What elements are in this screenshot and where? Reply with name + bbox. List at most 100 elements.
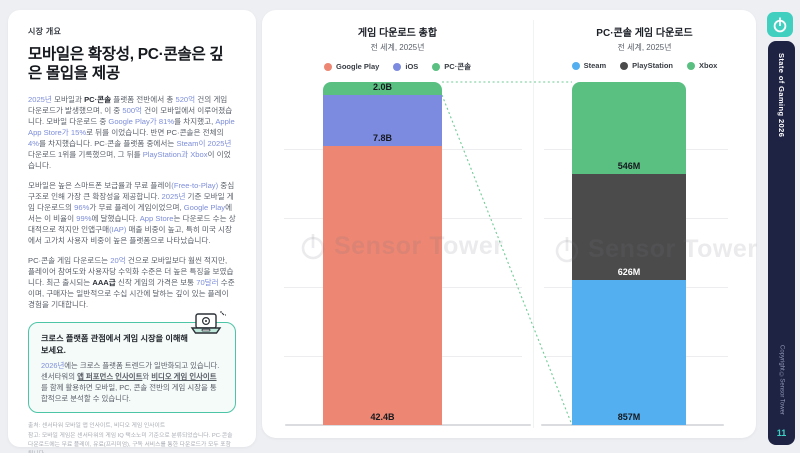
chart-header-pc-console: PC·콘솔 게임 다운로드 전 세계, 2025년 Steam PlayStati… [533,24,756,70]
bar-value-label: 2.0B [372,82,392,93]
segment-connector-lines [441,81,573,426]
text-segment: (Free-to-Play) [171,180,219,190]
text-segment: Apple App Store가 15% [28,116,235,137]
bar-value-label: 857M [617,411,641,422]
legend-label: PlayStation [632,61,673,70]
laptop-icon [187,310,227,339]
page-title: 모바일은 확장성, PC·콘솔은 깊은 몰입을 제공 [28,46,224,83]
text-segment: 2026년 [41,360,65,370]
text-segment: Google Play [183,202,226,212]
paragraph-mobile: 모바일은 높은 스마트폰 보급률과 무료 플레이(Free-to-Play) 중… [28,180,236,246]
chart-title-pc-console: PC·콘솔 게임 다운로드 [596,28,693,39]
legend-item: Steam [571,61,607,70]
text-segment: 모바일은 높은 스마트폰 보급률과 무료 플레이 [28,180,172,190]
bar-segment-ios: 7.8B [323,95,442,147]
bar-segment-playstation: 626M [572,174,686,281]
text-segment: 와 [142,371,152,381]
text-segment: (IAP) [109,224,127,234]
chart-title-total: 게임 다운로드 총합 [357,28,438,39]
chart-panel-divider [533,20,534,428]
stacked-bar-total-downloads: 2.0B 7.8B 42.4B [323,82,442,425]
text-segment: 99% [76,213,92,223]
bar-segment-steam: 857M [572,280,686,425]
legend-item: PlayStation [620,61,673,70]
legend-label: Xbox [699,61,718,70]
text-segment: 96% [74,202,90,212]
text-segment: 중심 구조로 인해 가장 큰 확장성을 제공합니다. [28,180,235,201]
text-segment: 건의 게임 다운로드가 발생했으며, 이 중 [28,94,228,115]
chart-subtitle-pc-console: 전 세계, 2025년 [617,43,672,52]
bar-value-label: 7.8B [372,133,392,144]
legend-dot-icon [324,62,332,71]
legend-dot-icon [393,62,402,71]
legend-label: Google Play [336,62,380,71]
paragraph-pc-console: PC·콘솔 게임 다운로드는 20억 건으로 모바일보다 훨씬 적지만, 플레이… [28,255,236,310]
x-axis-pc-console [541,424,724,426]
text-segment: 이 이었습니다. [28,149,231,170]
charts-card: 게임 다운로드 총합 전 세계, 2025년 Google Play iOS PC·… [262,10,757,438]
footnotes: 출처: 센서타워 모바일 앱 인사이트, 비디오 게임 인사이트 참고: 모바일… [28,422,236,453]
sidebar-text-card: 시장 개요 모바일은 확장성, PC·콘솔은 깊은 몰입을 제공 2025년 모… [8,10,256,453]
chart-subtitle-total: 전 세계, 2025년 [370,43,425,52]
text-segment: 에 달했습니다. [91,213,140,223]
legend-dot-icon [687,61,695,70]
callout-title: 크로스 플랫폼 관점에서 게임 시장을 이해해 보세요. [41,333,188,355]
legend-pc-console: Steam PlayStation Xbox [533,61,756,70]
sensor-tower-logo-icon [767,12,793,37]
section-eyebrow: 시장 개요 [28,27,62,36]
legend-label: iOS [405,62,419,71]
text-segment: 로 뒤를 이었습니다. 반면 PC·콘솔은 전체의 [86,127,224,137]
page-number: 11 [776,428,787,438]
legend-label: Steam [583,61,607,70]
text-segment: 다운로드 1위를 기록했으며, 그 뒤를 [28,149,143,159]
text-segment: 기준 모바일 게임 다운로드의 [28,191,234,212]
legend-item: Xbox [687,61,717,70]
text-segment: 매출 비중이 높고, 특히 미국 시장에서 고가치 사용자 비중이 높은 플랫폼… [28,224,232,245]
legend-item: iOS [393,61,418,72]
text-segment: 2025년 [28,94,52,104]
legend-dot-icon [432,62,441,71]
bar-segment-google-play: 42.4B [323,146,442,425]
text-segment: PC·콘솔 [84,94,112,104]
text-segment: PlayStation과 Xbox [142,149,208,159]
text-segment: Steam이 2025년 [176,138,232,148]
text-segment: 는 다운로드 수는 상대적으로 적지만 인앱구매 [28,213,236,234]
chart-header-total: 게임 다운로드 총합 전 세계, 2025년 Google Play iOS PC·… [262,24,533,72]
bar-value-label: 626M [617,267,641,278]
text-segment: 신작 게임의 가격은 보통 [115,277,197,287]
bar-value-label: 546M [617,161,641,172]
text-segment: 2025년 [161,191,186,201]
text-segment: 520억 [175,94,196,104]
footnote-note: 참고: 모바일 게임은 센서타워의 게임 IQ 택소노미 기준으로 분류되었습니… [28,432,233,453]
x-axis-total [285,424,531,426]
text-segment: 에서는 이 비율이 [28,202,233,223]
text-segment: 에는 크로스 플랫폼 트렌드가 일반화되고 있습니다. 센서타워의 [41,360,220,381]
legend-dot-icon [571,61,580,70]
stacked-bar-pc-console-downloads: 546M 626M 857M [572,82,686,425]
text-segment: AAA급 [92,277,116,287]
text-segment: 플랫폼 전반에서 총 [111,94,176,104]
inline-link[interactable]: 앱 퍼포먼스 인사이트 [77,371,143,381]
text-segment: 500억 [122,105,143,115]
inline-link[interactable]: 비디오 게임 인사이트 [151,371,217,381]
bar-value-label: 42.4B [370,411,395,422]
legend-item: PC·콘솔 [432,61,471,72]
paragraph-overview: 2025년 모바일과 PC·콘솔 플랫폼 전반에서 총 520억 건의 게임 다… [28,94,236,171]
text-segment: 건이 모바일에서 이루어졌습니다. 모바일 다운로드 중 [28,105,233,126]
legend-total: Google Play iOS PC·콘솔 [262,61,533,72]
copyright-text: Copyright ©Sensor Tower [778,345,785,415]
text-segment: 건으로 모바일보다 훨씬 적지만, 플레이어 참여도와 사용자당 수익화 수준은… [28,255,234,287]
footnote-source: 출처: 센서타워 모바일 앱 인사이트, 비디오 게임 인사이트 [28,422,166,429]
text-segment: App Store [139,213,174,223]
report-side-rail: State of Gaming 2026 Copyright ©Sensor T… [768,41,795,445]
report-title: State of Gaming 2026 [777,53,786,138]
text-segment: 70달러 [196,277,219,287]
text-segment: Google Play가 81% [108,116,175,126]
text-segment: 수준이며, 구매자는 일반적으로 수십 시간에 달하는 깊이 있는 플레이 경험… [28,277,235,309]
cross-platform-callout: 크로스 플랫폼 관점에서 게임 시장을 이해해 보세요. 2026년에는 크로스… [28,310,236,413]
legend-label: PC·콘솔 [444,62,471,71]
bar-segment-pc-콘솔: 2.0B [323,82,442,96]
text-segment: 20억 [110,255,126,265]
bar-segment-xbox: 546M [572,82,686,175]
legend-item: Google Play [324,61,379,72]
